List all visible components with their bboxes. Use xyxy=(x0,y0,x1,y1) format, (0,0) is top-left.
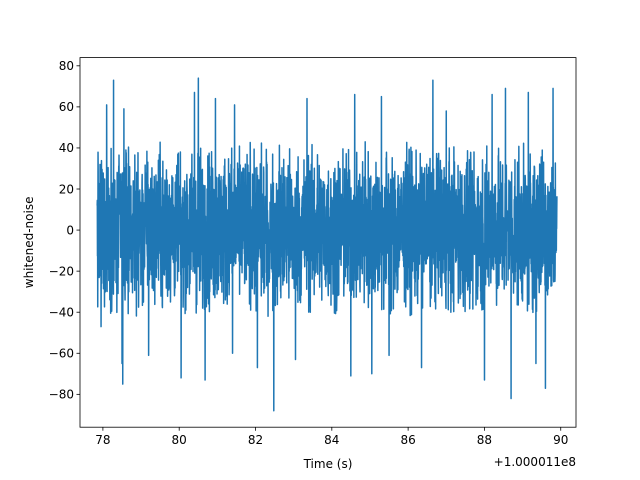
y-tick-label: −60 xyxy=(49,347,74,361)
x-ticks: 78 80 82 84 86 88 90 xyxy=(95,427,568,447)
x-tick-label: 88 xyxy=(477,433,492,447)
y-tick-label: −40 xyxy=(49,306,74,320)
y-tick-label: 0 xyxy=(66,223,74,237)
x-tick-label: 90 xyxy=(553,433,568,447)
x-tick-label: 78 xyxy=(95,433,110,447)
x-tick-label: 86 xyxy=(400,433,415,447)
x-axis-title: Time (s) xyxy=(303,457,353,471)
y-tick-label: 60 xyxy=(59,100,74,114)
plot-area xyxy=(96,77,558,412)
axes-frame xyxy=(79,57,577,428)
y-ticks: −80 −60 −40 −20 0 20 40 60 80 xyxy=(49,59,80,402)
y-tick-label: −80 xyxy=(49,388,74,402)
x-tick-label: 84 xyxy=(324,433,339,447)
series-line xyxy=(96,77,558,412)
x-offset-label: +1.000011e8 xyxy=(494,455,576,469)
y-tick-label: 80 xyxy=(59,59,74,73)
y-axis-title: whitened-noise xyxy=(22,197,36,289)
x-tick-label: 80 xyxy=(172,433,187,447)
x-tick-label: 82 xyxy=(248,433,263,447)
y-tick-label: 40 xyxy=(59,141,74,155)
y-tick-label: 20 xyxy=(59,182,74,196)
y-tick-label: −20 xyxy=(49,264,74,278)
